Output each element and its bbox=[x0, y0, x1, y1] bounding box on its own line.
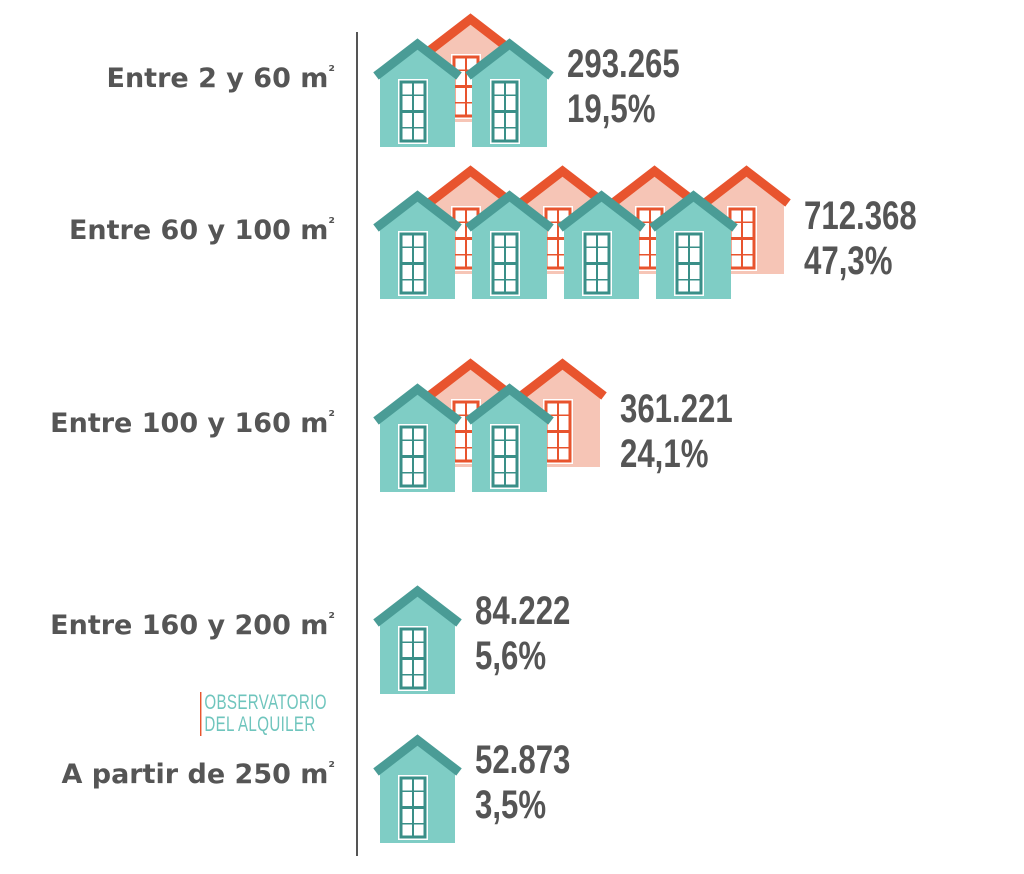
house-icon bbox=[373, 383, 462, 492]
percent-label: 3,5% bbox=[475, 782, 546, 827]
category-label: Entre 160 y 200 m² bbox=[50, 609, 335, 641]
house-icon bbox=[373, 190, 462, 299]
category-label: Entre 60 y 100 m² bbox=[69, 214, 335, 246]
house-icon bbox=[557, 190, 646, 299]
category-label: Entre 2 y 60 m² bbox=[107, 62, 335, 94]
value-label: 712.368 bbox=[804, 193, 917, 238]
percent-label: 19,5% bbox=[567, 86, 655, 131]
house-icon bbox=[649, 190, 738, 299]
value-label: 293.265 bbox=[567, 41, 680, 86]
house-icon bbox=[465, 38, 554, 147]
category-label: Entre 100 y 160 m² bbox=[50, 407, 335, 439]
house-icon bbox=[373, 585, 462, 694]
category-label: A partir de 250 m² bbox=[61, 758, 335, 790]
value-label: 52.873 bbox=[475, 737, 570, 782]
percent-label: 47,3% bbox=[804, 238, 892, 283]
house-icon bbox=[465, 383, 554, 492]
percent-label: 5,6% bbox=[475, 633, 546, 678]
brand-line-1: OBSERVATORIO bbox=[204, 691, 327, 714]
house-icon bbox=[373, 734, 462, 843]
house-icon bbox=[373, 38, 462, 147]
observatorio-logo: OBSERVATORIO DEL ALQUILER bbox=[200, 692, 327, 736]
house-icon bbox=[465, 190, 554, 299]
value-label: 361.221 bbox=[620, 386, 733, 431]
value-label: 84.222 bbox=[475, 588, 570, 633]
brand-line-2: DEL ALQUILER bbox=[204, 713, 316, 736]
percent-label: 24,1% bbox=[620, 431, 708, 476]
house-icon-back bbox=[426, 165, 515, 274]
